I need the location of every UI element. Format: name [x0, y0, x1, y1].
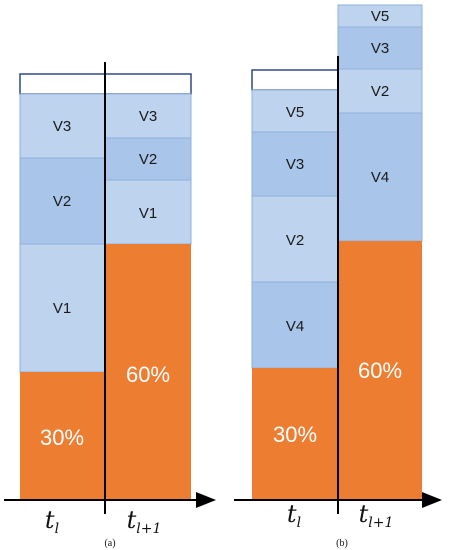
- panel-a: V3 V2 V1 30% V3 V2 V1 60% tl tl+1 (a): [4, 62, 216, 549]
- panel-a-right-capacity-frame: [104, 73, 192, 95]
- panel-b-caption: (b): [336, 538, 348, 549]
- panel-a-left-block-v3: [19, 93, 106, 159]
- panel-a-left-label-v1: V1: [53, 300, 71, 317]
- panel-b-time-label-tl: tl: [287, 500, 301, 531]
- panel-b-right-label-v4: V4: [371, 169, 389, 186]
- panel-b-right-percent: 60%: [358, 358, 402, 383]
- panel-a-left-label-v2: V2: [53, 193, 71, 210]
- panel-a-caption: (a): [104, 538, 115, 549]
- panel-a-left-label-v3: V3: [53, 118, 71, 135]
- panel-b-left-label-v4: V4: [286, 318, 304, 335]
- panel-b-right-label-v5: V5: [371, 8, 389, 25]
- panel-a-right-percent: 60%: [126, 362, 170, 387]
- panel-b-left-percent: 30%: [273, 422, 317, 447]
- panel-a-left-percent: 30%: [40, 425, 84, 450]
- panel-b-left-capacity-frame: [251, 69, 339, 91]
- panel-a-right-label-v1: V1: [139, 205, 157, 222]
- panel-a-left-capacity-frame: [19, 73, 106, 95]
- panel-a-time-label-tl: tl: [45, 506, 59, 537]
- panel-b-left-orange-block: [252, 368, 338, 500]
- panel-b-left-label-v3: V3: [286, 156, 304, 173]
- panel-b-left-block-v3: [251, 131, 339, 197]
- panel-b-left-label-v2: V2: [286, 232, 304, 249]
- panel-a-right-label-v3: V3: [139, 108, 157, 125]
- panel-b-right-block-v3: [337, 26, 423, 70]
- panel-a-left-orange-block: [20, 372, 105, 500]
- panel-b-left-label-v5: V5: [286, 104, 304, 121]
- panel-b-left-block-v5: [251, 89, 339, 133]
- panel-a-left-block-v1: [19, 243, 106, 373]
- panel-b-right-orange-block: [338, 241, 422, 500]
- panel-a-right-label-v2: V2: [139, 151, 157, 168]
- panel-a-time-label-tl1: tl+1: [127, 506, 162, 537]
- panel-b: V5 V3 V2 V4 30% V5 V3 V2 V4 60% tl tl+1 …: [234, 4, 442, 549]
- panel-b-right-label-v3: V3: [371, 40, 389, 57]
- panel-b-right-label-v2: V2: [371, 83, 389, 100]
- panel-a-right-orange-block: [105, 244, 191, 500]
- panel-a-left-block-v2: [19, 157, 106, 245]
- panel-b-time-label-tl1: tl+1: [359, 500, 394, 531]
